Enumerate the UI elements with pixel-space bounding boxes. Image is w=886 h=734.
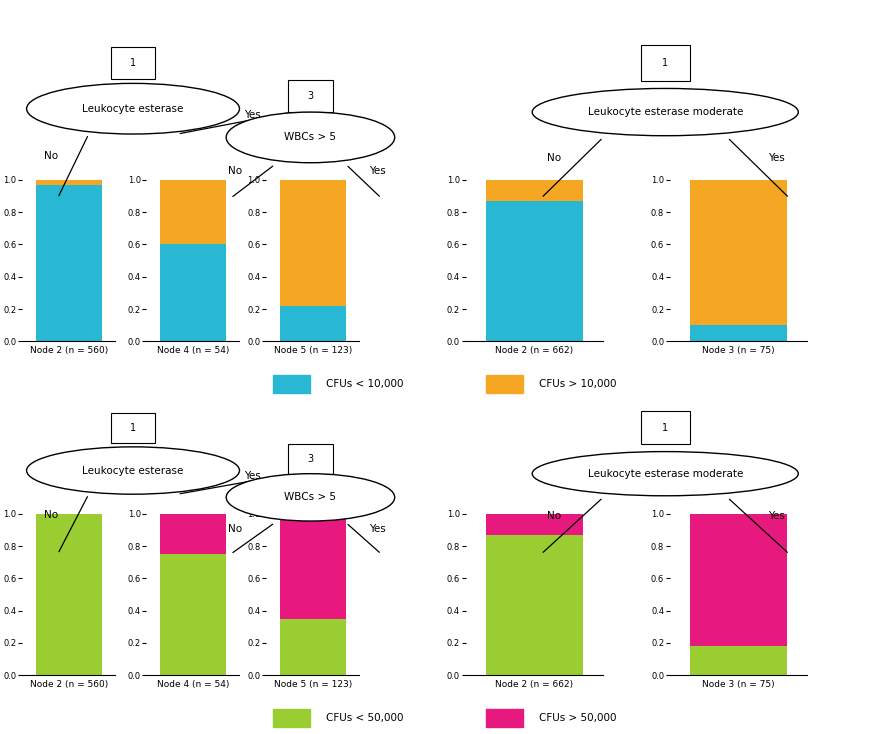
FancyBboxPatch shape bbox=[111, 47, 155, 79]
Bar bbox=[689, 646, 786, 675]
Text: No: No bbox=[44, 509, 58, 520]
Text: Node 2 (n = 662): Node 2 (n = 662) bbox=[494, 346, 573, 355]
Text: Node 2 (n = 560): Node 2 (n = 560) bbox=[29, 680, 108, 689]
Text: CFUs < 10,000: CFUs < 10,000 bbox=[326, 379, 403, 388]
Text: Node 4 (n = 54): Node 4 (n = 54) bbox=[157, 680, 229, 689]
Text: No: No bbox=[547, 512, 561, 521]
Text: CFUs > 10,000: CFUs > 10,000 bbox=[539, 379, 616, 388]
FancyBboxPatch shape bbox=[111, 413, 155, 443]
Text: 1: 1 bbox=[662, 423, 667, 433]
Bar bbox=[35, 180, 102, 185]
Bar bbox=[486, 180, 582, 201]
Text: Yes: Yes bbox=[369, 166, 385, 176]
Text: CFUs > 50,000: CFUs > 50,000 bbox=[539, 713, 616, 723]
Ellipse shape bbox=[532, 451, 797, 495]
Bar bbox=[159, 554, 226, 675]
Bar bbox=[159, 180, 226, 244]
FancyBboxPatch shape bbox=[288, 443, 332, 473]
Bar bbox=[486, 374, 523, 393]
Text: No: No bbox=[228, 524, 242, 534]
Text: WBCs > 5: WBCs > 5 bbox=[284, 493, 336, 502]
Bar bbox=[35, 185, 102, 341]
Bar bbox=[689, 180, 786, 325]
Text: Leukocyte esterase moderate: Leukocyte esterase moderate bbox=[587, 107, 742, 117]
Bar bbox=[279, 306, 346, 341]
Ellipse shape bbox=[27, 447, 239, 494]
Text: Node 3 (n = 75): Node 3 (n = 75) bbox=[702, 680, 773, 689]
Text: Yes: Yes bbox=[767, 153, 783, 163]
Bar bbox=[35, 514, 102, 675]
FancyBboxPatch shape bbox=[640, 411, 689, 445]
Text: Node 5 (n = 123): Node 5 (n = 123) bbox=[273, 346, 352, 355]
Bar bbox=[486, 201, 582, 341]
Text: Node 3 (n = 75): Node 3 (n = 75) bbox=[702, 346, 773, 355]
FancyBboxPatch shape bbox=[288, 80, 332, 112]
Text: Figure 2. Decision Trees For Catheterized Specimens: Figure 2. Decision Trees For Catheterize… bbox=[11, 9, 406, 22]
Ellipse shape bbox=[27, 84, 239, 134]
Bar bbox=[159, 514, 226, 554]
Text: Leukocyte esterase: Leukocyte esterase bbox=[82, 103, 183, 114]
Text: Yes: Yes bbox=[767, 512, 783, 521]
Bar bbox=[279, 514, 346, 619]
Text: Leukocyte esterase moderate: Leukocyte esterase moderate bbox=[587, 469, 742, 479]
Text: No: No bbox=[44, 151, 58, 161]
Text: 1: 1 bbox=[662, 58, 667, 68]
Text: 1: 1 bbox=[130, 58, 136, 68]
Bar bbox=[486, 514, 582, 535]
Text: Yes: Yes bbox=[245, 109, 260, 120]
Text: 1: 1 bbox=[130, 423, 136, 433]
Text: CFUs < 50,000: CFUs < 50,000 bbox=[326, 713, 403, 723]
Text: 3: 3 bbox=[307, 91, 313, 101]
Ellipse shape bbox=[226, 112, 394, 163]
Bar bbox=[486, 709, 523, 727]
Text: No: No bbox=[228, 166, 242, 176]
Bar bbox=[279, 180, 346, 306]
Text: Node 2 (n = 662): Node 2 (n = 662) bbox=[494, 680, 573, 689]
Bar bbox=[279, 619, 346, 675]
Bar bbox=[159, 244, 226, 341]
Bar bbox=[273, 709, 310, 727]
Bar bbox=[689, 514, 786, 646]
Ellipse shape bbox=[226, 473, 394, 521]
Text: Yes: Yes bbox=[245, 471, 260, 481]
Text: Node 2 (n = 560): Node 2 (n = 560) bbox=[29, 346, 108, 355]
Text: 3: 3 bbox=[307, 454, 313, 464]
Text: Node 5 (n = 123): Node 5 (n = 123) bbox=[273, 680, 352, 689]
Ellipse shape bbox=[532, 89, 797, 136]
Bar bbox=[486, 535, 582, 675]
Text: Yes: Yes bbox=[369, 524, 385, 534]
Text: WBCs > 5: WBCs > 5 bbox=[284, 132, 336, 142]
Bar bbox=[273, 374, 310, 393]
Text: No: No bbox=[547, 153, 561, 163]
Bar bbox=[689, 325, 786, 341]
Text: Node 4 (n = 54): Node 4 (n = 54) bbox=[157, 346, 229, 355]
FancyBboxPatch shape bbox=[640, 46, 689, 81]
Text: Leukocyte esterase: Leukocyte esterase bbox=[82, 465, 183, 476]
